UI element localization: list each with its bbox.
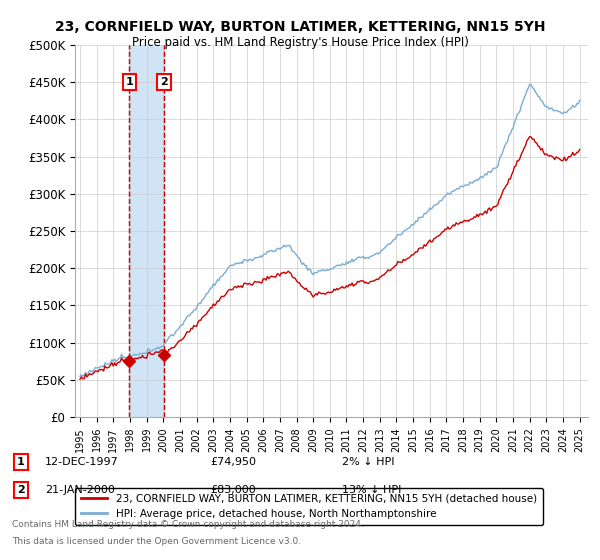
Text: 2% ↓ HPI: 2% ↓ HPI	[342, 457, 395, 467]
Text: 1: 1	[125, 77, 133, 87]
Text: This data is licensed under the Open Government Licence v3.0.: This data is licensed under the Open Gov…	[12, 537, 301, 546]
Text: 23, CORNFIELD WAY, BURTON LATIMER, KETTERING, NN15 5YH: 23, CORNFIELD WAY, BURTON LATIMER, KETTE…	[55, 20, 545, 34]
Text: Contains HM Land Registry data © Crown copyright and database right 2024.: Contains HM Land Registry data © Crown c…	[12, 520, 364, 529]
Text: 2: 2	[17, 485, 25, 495]
Bar	[129, 45, 164, 417]
Text: £83,000: £83,000	[210, 485, 256, 495]
Text: Price paid vs. HM Land Registry's House Price Index (HPI): Price paid vs. HM Land Registry's House …	[131, 36, 469, 49]
Text: 12-DEC-1997: 12-DEC-1997	[45, 457, 119, 467]
Text: £74,950: £74,950	[210, 457, 256, 467]
Text: 1: 1	[17, 457, 25, 467]
Text: 21-JAN-2000: 21-JAN-2000	[45, 485, 115, 495]
Text: 2: 2	[160, 77, 168, 87]
Legend: 23, CORNFIELD WAY, BURTON LATIMER, KETTERING, NN15 5YH (detached house), HPI: Av: 23, CORNFIELD WAY, BURTON LATIMER, KETTE…	[75, 488, 543, 525]
Text: 13% ↓ HPI: 13% ↓ HPI	[342, 485, 401, 495]
